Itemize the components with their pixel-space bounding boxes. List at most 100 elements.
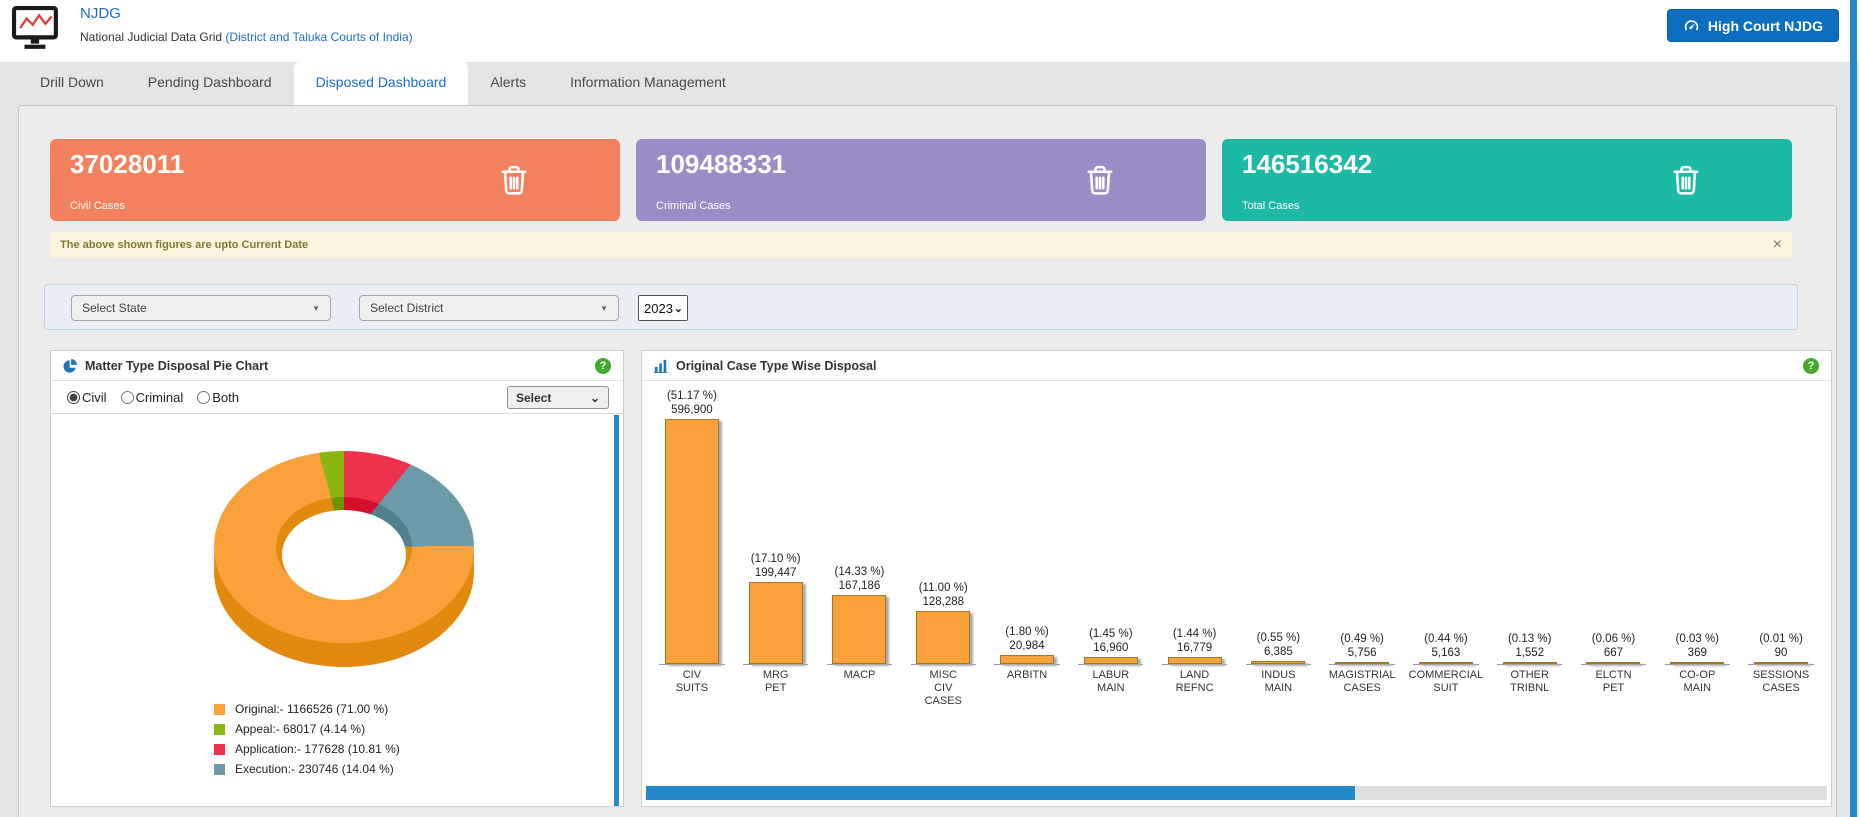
donut-chart[interactable] xyxy=(214,451,474,691)
bar-baseline xyxy=(1245,664,1312,665)
top-header: NJDG National Judicial Data Grid (Distri… xyxy=(0,0,1859,62)
trash-icon[interactable] xyxy=(1668,162,1704,198)
bar-chart: (51.17 %) 596,900 CIV SUITS (17.10 %) 199,… xyxy=(650,381,1823,711)
pie-chart-icon xyxy=(63,358,77,373)
horizontal-scrollbar-thumb[interactable] xyxy=(646,786,1355,800)
bar[interactable] xyxy=(748,582,803,664)
legend-swatch xyxy=(214,764,225,775)
radio-both[interactable]: Both xyxy=(197,390,239,405)
bar-column-other-tribnl: (0.13 %) 1,552 OTHER TRIBNL xyxy=(1488,381,1572,711)
tab-pending-dashboard[interactable]: Pending Dashboard xyxy=(147,74,272,90)
help-icon[interactable]: ? xyxy=(1803,357,1819,374)
bar-value-label: (0.49 %) 5,756 xyxy=(1340,633,1384,659)
bar[interactable] xyxy=(1754,662,1809,664)
panel-vertical-scrollbar[interactable] xyxy=(614,415,619,806)
legend-item-execution[interactable]: Execution:- 230746 (14.04 %) xyxy=(214,762,400,776)
select-district-dropdown[interactable]: Select District ▼ xyxy=(359,295,619,321)
stat-cards-row: 37028011 Civil Cases 109488331 Criminal Cas… xyxy=(50,139,1792,221)
bar-baseline xyxy=(1413,664,1479,665)
bar[interactable] xyxy=(1418,662,1473,664)
tab-disposed-dashboard[interactable]: Disposed Dashboard xyxy=(293,62,469,105)
legend-text: Execution:- 230746 (14.04 %) xyxy=(235,762,394,776)
bar-column-sessions-cases: (0.01 %) 90 SESSIONS CASES xyxy=(1739,381,1823,711)
bar-value-label: (0.44 %) 5,163 xyxy=(1424,633,1468,659)
bar-column-co-op-main: (0.03 %) 369 CO-OP MAIN xyxy=(1655,381,1739,711)
tab-alerts[interactable]: Alerts xyxy=(490,74,527,90)
bar-value-label: (1.80 %) 20,984 xyxy=(1005,626,1049,652)
radio-criminal[interactable]: Criminal xyxy=(120,390,183,405)
notice-text: The above shown figures are upto Current… xyxy=(60,239,309,251)
njdg-logo-icon xyxy=(10,6,62,57)
trash-icon[interactable] xyxy=(1082,162,1118,198)
district-taluka-link[interactable]: (District and Taluka Courts of India) xyxy=(225,30,413,44)
bar-column-mrg-pet: (17.10 %) 199,447 MRG PET xyxy=(734,381,818,711)
tab-information-management[interactable]: Information Management xyxy=(570,74,726,90)
card-value: 37028011 xyxy=(70,149,185,179)
radio-input-both[interactable] xyxy=(197,390,211,404)
year-select[interactable]: 2023 ⌄ xyxy=(638,295,688,321)
bar-category-label: INDUS MAIN xyxy=(1261,669,1296,694)
legend-item-original[interactable]: Original:- 1166526 (71.00 %) xyxy=(214,702,400,716)
bar-column-labur-main: (1.45 %) 16,960 LABUR MAIN xyxy=(1069,381,1153,711)
chevron-down-icon: ⌄ xyxy=(673,302,683,315)
high-court-njdg-button[interactable]: High Court NJDG xyxy=(1666,9,1839,42)
bar-baseline xyxy=(826,664,893,665)
bar-category-label: MRG PET xyxy=(762,669,789,694)
card-label: Total Cases xyxy=(1242,200,1300,212)
legend-text: Application:- 177628 (10.81 %) xyxy=(235,742,400,756)
bar-baseline xyxy=(1664,664,1730,665)
bar-baseline xyxy=(1580,664,1647,665)
select-state-dropdown[interactable]: Select State ▼ xyxy=(71,295,331,321)
radio-civil[interactable]: Civil xyxy=(67,390,107,405)
card-value: 109488331 xyxy=(656,149,787,179)
legend-text: Original:- 1166526 (71.00 %) xyxy=(235,702,389,716)
panel-title: Matter Type Disposal Pie Chart xyxy=(85,358,269,373)
bar[interactable] xyxy=(1167,657,1222,664)
bar[interactable] xyxy=(1670,662,1725,664)
bar-value-label: (0.06 %) 667 xyxy=(1591,633,1636,659)
brand-title: NJDG xyxy=(80,5,121,22)
tab-drill-down[interactable]: Drill Down xyxy=(40,74,104,90)
pie-select-dropdown[interactable]: Select ⌄ xyxy=(507,386,609,409)
bar-category-label: ARBITN xyxy=(1006,669,1048,681)
bar-category-label: SESSIONS CASES xyxy=(1752,669,1810,694)
notice-banner: The above shown figures are upto Current… xyxy=(50,232,1792,258)
help-icon[interactable]: ? xyxy=(595,357,611,374)
bar[interactable] xyxy=(1251,661,1306,664)
radio-input-criminal[interactable] xyxy=(120,390,134,404)
legend-item-appeal[interactable]: Appeal:- 68017 (4.14 %) xyxy=(214,722,400,736)
bar-chart-icon xyxy=(654,359,668,373)
bar[interactable] xyxy=(1083,657,1138,664)
bar-column-macp: (14.33 %) 167,186 MACP xyxy=(818,381,902,711)
bar-value-label: (0.01 %) 90 xyxy=(1759,633,1803,659)
legend-item-application[interactable]: Application:- 177628 (10.81 %) xyxy=(214,742,400,756)
bar-value-label: (17.10 %) 199,447 xyxy=(750,553,801,579)
bar[interactable] xyxy=(1502,662,1557,664)
bar-baseline xyxy=(742,664,809,665)
bar[interactable] xyxy=(1586,662,1641,664)
legend-swatch xyxy=(214,724,225,735)
bar[interactable] xyxy=(1000,655,1055,664)
bar-baseline xyxy=(910,664,976,665)
bar-column-misc-civ-cases: (11.00 %) 128,288 MISC CIV CASES xyxy=(901,381,985,711)
chevron-down-icon: ⌄ xyxy=(589,390,600,405)
tab-bar: Drill Down Pending Dashboard Disposed Dash… xyxy=(18,62,748,105)
bar[interactable] xyxy=(664,419,719,664)
bar[interactable] xyxy=(916,611,971,664)
bar-column-indus-main: (0.55 %) 6,385 INDUS MAIN xyxy=(1236,381,1320,711)
stat-card-criminal-cases: 109488331 Criminal Cases xyxy=(636,139,1206,221)
horizontal-scrollbar[interactable] xyxy=(646,786,1827,800)
trash-icon[interactable] xyxy=(496,162,532,198)
pie-controls: Civil Criminal Both Select ⌄ xyxy=(51,381,623,414)
bar-baseline xyxy=(1329,664,1395,665)
card-label: Civil Cases xyxy=(70,200,126,212)
bar-baseline xyxy=(1161,664,1228,665)
close-icon[interactable]: × xyxy=(1772,236,1782,253)
page-vertical-scrollbar[interactable] xyxy=(1850,0,1857,817)
radio-input-civil[interactable] xyxy=(67,390,80,404)
legend-text: Appeal:- 68017 (4.14 %) xyxy=(235,722,366,736)
bar-value-label: (0.13 %) 1,552 xyxy=(1507,633,1552,659)
bar[interactable] xyxy=(1335,662,1390,664)
bar[interactable] xyxy=(832,595,887,664)
